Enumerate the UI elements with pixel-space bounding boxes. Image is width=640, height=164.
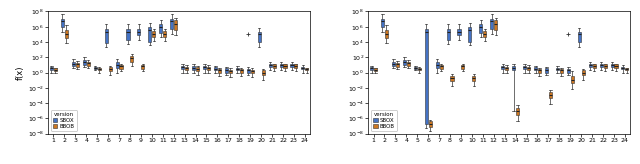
Bar: [170, 19, 173, 29]
Bar: [61, 19, 64, 28]
Bar: [163, 31, 166, 37]
Bar: [251, 70, 253, 73]
Bar: [116, 62, 118, 68]
Bar: [494, 20, 497, 30]
Bar: [196, 67, 199, 71]
Bar: [207, 67, 210, 70]
Bar: [214, 67, 217, 70]
Bar: [381, 19, 384, 28]
Bar: [280, 64, 283, 67]
Bar: [127, 29, 129, 40]
Bar: [505, 67, 508, 70]
Bar: [93, 67, 97, 69]
Bar: [468, 28, 472, 42]
Bar: [138, 29, 140, 35]
Bar: [523, 66, 526, 69]
Bar: [611, 64, 614, 67]
Bar: [538, 69, 541, 72]
Bar: [301, 67, 305, 69]
Bar: [625, 68, 628, 70]
Bar: [396, 63, 399, 67]
Bar: [181, 66, 184, 69]
Bar: [418, 68, 420, 70]
Bar: [284, 64, 287, 68]
Bar: [109, 67, 111, 71]
Bar: [83, 60, 86, 65]
Bar: [240, 69, 243, 72]
Bar: [413, 67, 417, 69]
Bar: [385, 30, 388, 38]
Bar: [392, 62, 395, 66]
Bar: [512, 66, 515, 70]
Bar: [425, 29, 428, 124]
Bar: [141, 65, 145, 69]
Bar: [458, 29, 461, 35]
Bar: [501, 66, 504, 69]
Bar: [174, 20, 177, 30]
Bar: [527, 67, 530, 70]
Bar: [192, 66, 195, 70]
Bar: [604, 64, 607, 68]
Bar: [262, 70, 265, 75]
Y-axis label: f(x): f(x): [16, 65, 25, 80]
Bar: [447, 29, 450, 40]
Legend: SBOX, BBOB: SBOX, BBOB: [51, 110, 77, 131]
Bar: [516, 108, 519, 115]
Bar: [291, 64, 294, 67]
Bar: [593, 64, 596, 68]
Bar: [273, 64, 276, 68]
Bar: [545, 68, 548, 72]
Bar: [472, 76, 476, 81]
Bar: [159, 24, 163, 33]
Bar: [269, 64, 271, 67]
Bar: [258, 32, 260, 42]
Bar: [461, 65, 465, 69]
Bar: [98, 68, 100, 70]
Bar: [65, 30, 68, 38]
Bar: [104, 29, 108, 43]
Bar: [600, 64, 603, 67]
Bar: [294, 64, 298, 68]
Bar: [556, 68, 559, 70]
Bar: [560, 69, 563, 72]
Bar: [582, 70, 585, 75]
Bar: [50, 67, 53, 70]
Bar: [54, 68, 57, 71]
Bar: [72, 62, 75, 66]
Bar: [403, 60, 406, 65]
Bar: [86, 62, 90, 66]
Bar: [549, 92, 552, 98]
Bar: [374, 68, 377, 71]
Bar: [152, 31, 156, 37]
Bar: [203, 66, 206, 69]
Bar: [571, 76, 574, 83]
Bar: [76, 63, 79, 67]
Bar: [131, 56, 134, 62]
Bar: [120, 65, 122, 69]
Bar: [589, 64, 592, 67]
Bar: [490, 19, 493, 29]
Bar: [436, 62, 438, 68]
Bar: [305, 68, 308, 70]
Bar: [567, 69, 570, 72]
Bar: [440, 65, 443, 69]
Bar: [236, 68, 239, 70]
Bar: [578, 32, 580, 42]
Bar: [534, 67, 537, 70]
Bar: [218, 69, 221, 72]
Bar: [370, 67, 373, 70]
Bar: [185, 67, 188, 70]
Bar: [479, 24, 483, 33]
Bar: [148, 28, 152, 42]
Bar: [621, 67, 625, 69]
Bar: [247, 69, 250, 72]
Bar: [451, 76, 454, 81]
Bar: [429, 121, 431, 127]
Bar: [225, 68, 228, 72]
Bar: [407, 62, 410, 66]
Bar: [483, 31, 486, 37]
Legend: SBOX, BBOB: SBOX, BBOB: [371, 110, 397, 131]
Bar: [614, 64, 618, 68]
Bar: [228, 70, 232, 73]
